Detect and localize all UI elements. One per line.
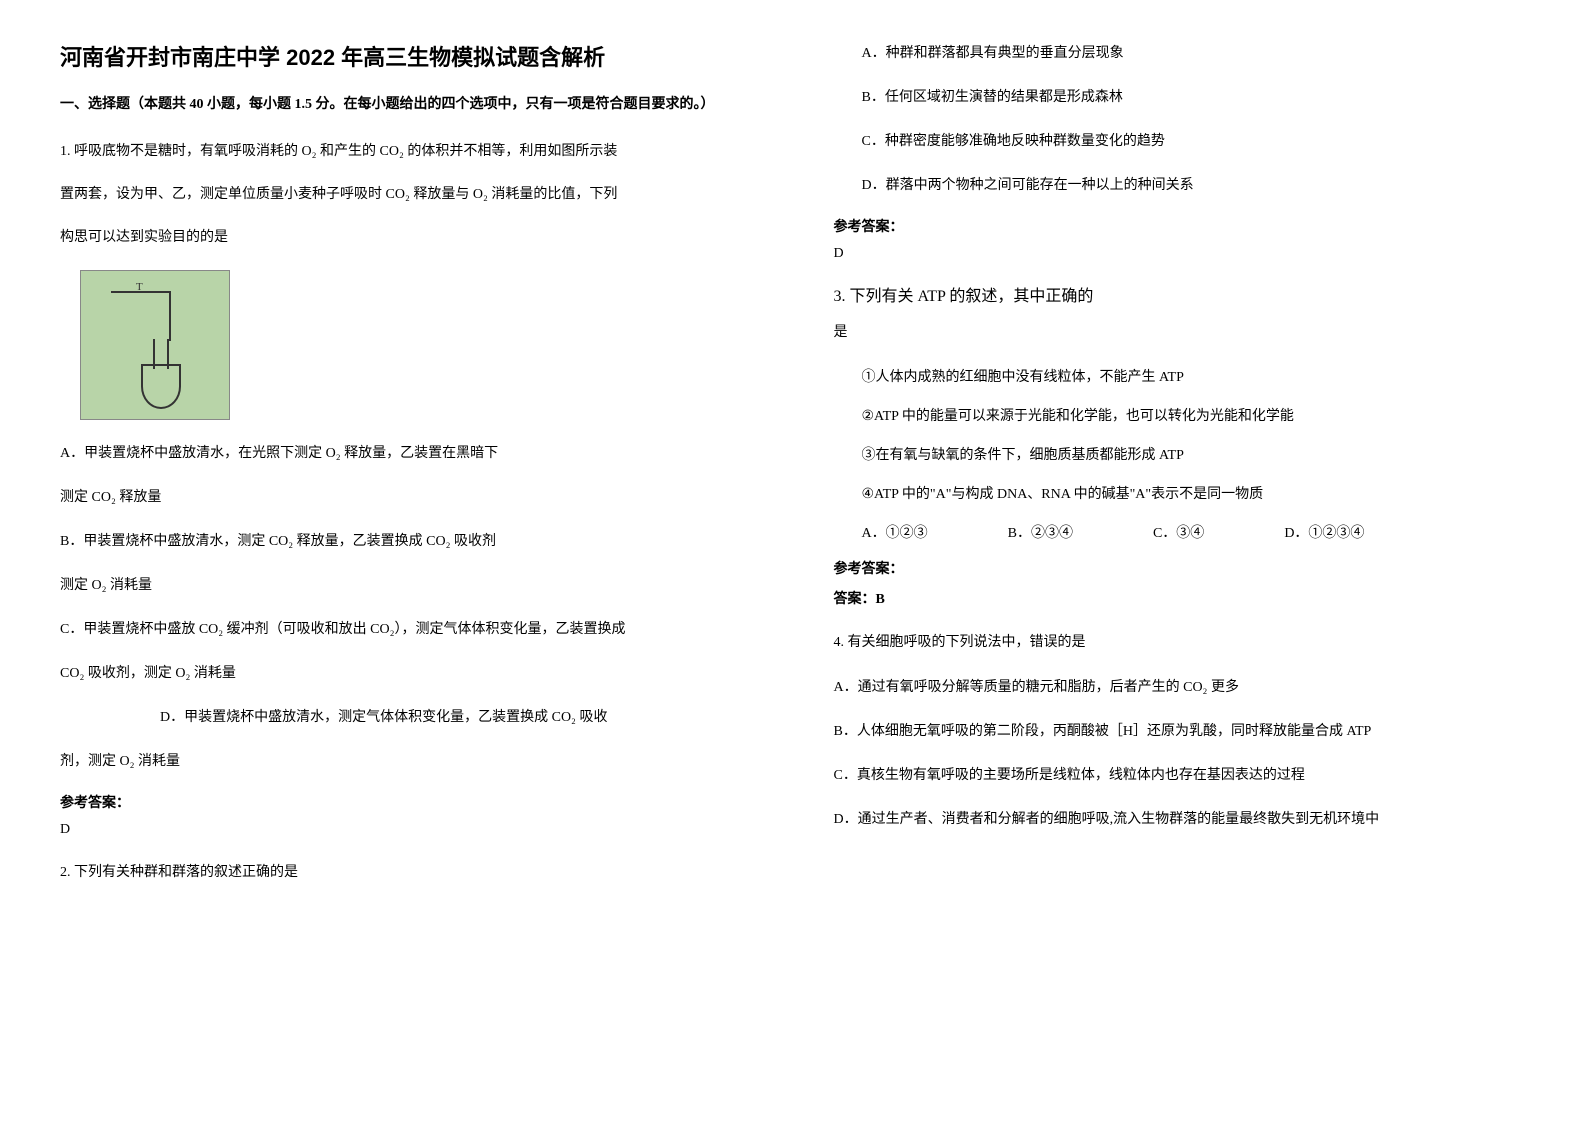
- q2-stem: 2. 下列有关种群和群落的叙述正确的是: [60, 858, 754, 889]
- q1-option-b-line2: 测定 O₂ 消耗量: [60, 572, 754, 600]
- q3-answer-label: 参考答案：: [834, 558, 1528, 578]
- tube-shape: [111, 291, 171, 341]
- q3-choices-row: A．①②③ B．②③④ C．③④ D．①②③④: [834, 522, 1528, 542]
- q1-stem-line3: 构思可以达到实验目的的是: [60, 223, 754, 254]
- q3-choice-d: D．①②③④: [1284, 522, 1364, 542]
- q1-option-b-line1: B．甲装置烧杯中盛放清水，测定 CO₂ 释放量，乙装置换成 CO₂ 吸收剂: [60, 528, 754, 556]
- q4-option-b: B．人体细胞无氧呼吸的第二阶段，丙酮酸被［H］还原为乳酸，同时释放能量合成 AT…: [834, 718, 1528, 746]
- q3-sub4: ④ATP 中的"A"与构成 DNA、RNA 中的碱基"A"表示不是同一物质: [834, 482, 1528, 507]
- q1-apparatus-image: T: [80, 270, 230, 420]
- q4-option-a: A．通过有氧呼吸分解等质量的糖元和脂肪，后者产生的 CO₂ 更多: [834, 674, 1528, 702]
- q1-answer-value: D: [60, 822, 754, 838]
- q1-stem-line2: 置两套，设为甲、乙，测定单位质量小麦种子呼吸时 CO₂ 释放量与 O₂ 消耗量的…: [60, 180, 754, 211]
- q1-option-a-line2: 测定 CO₂ 释放量: [60, 484, 754, 512]
- q3-sub1: ①人体内成熟的红细胞中没有线粒体，不能产生 ATP: [834, 365, 1528, 390]
- q3-sub2: ②ATP 中的能量可以来源于光能和化学能，也可以转化为光能和化学能: [834, 404, 1528, 429]
- q1-option-a-line1: A．甲装置烧杯中盛放清水，在光照下测定 O₂ 释放量，乙装置在黑暗下: [60, 440, 754, 468]
- q2-option-b: B．任何区域初生演替的结果都是形成森林: [834, 84, 1528, 112]
- q3-stem-line1: 3. 下列有关 ATP 的叙述，其中正确的: [834, 282, 1528, 306]
- q1-option-c-line1: C．甲装置烧杯中盛放 CO₂ 缓冲剂（可吸收和放出 CO₂），测定气体体积变化量…: [60, 616, 754, 644]
- q4-option-d: D．通过生产者、消费者和分解者的细胞呼吸,流入生物群落的能量最终散失到无机环境中: [834, 806, 1528, 834]
- q2-option-a: A．种群和群落都具有典型的垂直分层现象: [834, 40, 1528, 68]
- exam-title: 河南省开封市南庄中学 2022 年高三生物模拟试题含解析: [60, 40, 754, 72]
- q2-answer-label: 参考答案：: [834, 216, 1528, 236]
- q3-sub3: ③在有氧与缺氧的条件下，细胞质基质都能形成 ATP: [834, 443, 1528, 468]
- q3-stem-line2: 是: [834, 318, 1528, 349]
- q1-stem-line1: 1. 呼吸底物不是糖时，有氧呼吸消耗的 O₂ 和产生的 CO₂ 的体积并不相等，…: [60, 137, 754, 168]
- q2-answer-value: D: [834, 246, 1528, 262]
- q1-option-d-block: D．甲装置烧杯中盛放清水，测定气体体积变化量，乙装置换成 CO₂ 吸收: [60, 704, 754, 732]
- label-t: T: [136, 281, 143, 293]
- q3-choice-a: A．①②③: [862, 522, 928, 542]
- q1-answer-label: 参考答案：: [60, 792, 754, 812]
- flask-shape: [141, 364, 181, 409]
- right-column: A．种群和群落都具有典型的垂直分层现象 B．任何区域初生演替的结果都是形成森林 …: [834, 40, 1528, 904]
- q2-option-d: D．群落中两个物种之间可能存在一种以上的种间关系: [834, 172, 1528, 200]
- section-header: 一、选择题（本题共 40 小题，每小题 1.5 分。在每小题给出的四个选项中，只…: [60, 92, 754, 117]
- q4-stem: 4. 有关细胞呼吸的下列说法中，错误的是: [834, 628, 1528, 659]
- question-1: 1. 呼吸底物不是糖时，有氧呼吸消耗的 O₂ 和产生的 CO₂ 的体积并不相等，…: [60, 137, 754, 253]
- q1-option-d-line1: D．甲装置烧杯中盛放清水，测定气体体积变化量，乙装置换成 CO₂ 吸收: [60, 710, 607, 725]
- q2-option-c: C．种群密度能够准确地反映种群数量变化的趋势: [834, 128, 1528, 156]
- q3-answer-value: 答案：B: [834, 588, 1528, 608]
- q1-option-c-line2: CO₂ 吸收剂，测定 O₂ 消耗量: [60, 660, 754, 688]
- q3-choice-b: B．②③④: [1008, 522, 1073, 542]
- q3-choice-c: C．③④: [1153, 522, 1204, 542]
- q1-option-d-line2: 剂，测定 O₂ 消耗量: [60, 748, 754, 776]
- left-column: 河南省开封市南庄中学 2022 年高三生物模拟试题含解析 一、选择题（本题共 4…: [60, 40, 754, 904]
- q4-option-c: C．真核生物有氧呼吸的主要场所是线粒体，线粒体内也存在基因表达的过程: [834, 762, 1528, 790]
